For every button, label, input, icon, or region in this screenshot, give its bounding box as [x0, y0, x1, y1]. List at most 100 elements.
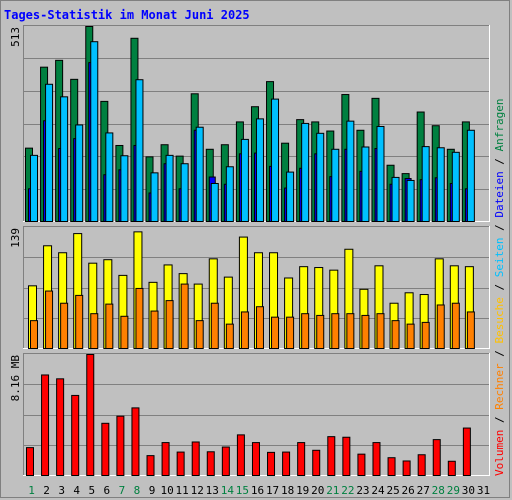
bar-rechner — [436, 304, 445, 350]
bar-seiten — [180, 163, 189, 223]
bar-seiten — [120, 155, 129, 222]
x-tick-label: 15 — [236, 484, 249, 497]
x-tick-label: 28 — [432, 484, 445, 497]
bar-rechner — [421, 321, 430, 349]
bar-seiten — [30, 154, 38, 222]
bar-volumen — [191, 441, 200, 476]
x-tick-label: 29 — [447, 484, 460, 497]
x-tick-label: 19 — [296, 484, 309, 497]
bar-volumen — [131, 407, 140, 476]
bar-volumen — [447, 460, 456, 477]
bar-rechner — [331, 313, 340, 350]
bar-seiten — [301, 122, 310, 222]
bar-rechner — [90, 313, 99, 350]
bar-rechner — [451, 302, 460, 350]
bar-volumen — [206, 451, 215, 476]
bar-seiten — [135, 79, 144, 223]
bar-rechner — [376, 313, 385, 350]
bar-volumen — [26, 447, 34, 477]
bar-seiten — [195, 126, 204, 222]
bar-rechner — [120, 315, 129, 350]
bar-seiten — [316, 132, 325, 222]
bar-seiten — [225, 166, 234, 222]
bar-volumen — [101, 422, 110, 477]
bar-seiten — [60, 96, 69, 222]
bar-volumen — [161, 442, 170, 476]
bar-volumen — [387, 457, 396, 476]
bar-volumen — [372, 442, 381, 476]
bar-rechner — [286, 316, 295, 349]
x-tick-label: 23 — [356, 484, 369, 497]
x-axis-labels: 1 2 3 4 5 6 7 8 9 10 11 12 13 14 15 16 17 18 19 20 21 22 23 24 2… — [28, 484, 490, 497]
bar-rechner — [150, 310, 159, 350]
bar-volumen — [432, 439, 441, 477]
panel-visits-panel — [23, 226, 490, 350]
legend-part: / — [493, 277, 506, 297]
bar-seiten — [436, 147, 445, 222]
bar-volumen — [176, 451, 185, 476]
legend-part: / — [493, 410, 506, 430]
x-tick-label: 18 — [281, 484, 294, 497]
x-tick-label: 27 — [417, 484, 430, 497]
bar-rechner — [45, 290, 54, 349]
legend-part: Anfragen — [493, 98, 506, 151]
panel-volume-panel — [23, 353, 490, 477]
legend-part: Besuche — [493, 297, 506, 343]
bar-rechner — [255, 306, 264, 349]
x-tick-label: 17 — [266, 484, 279, 497]
bar-rechner — [75, 294, 84, 350]
bar-rechner — [406, 323, 415, 349]
bar-rechner — [60, 302, 69, 350]
bar-volumen — [297, 442, 306, 476]
bar-rechner — [240, 311, 249, 349]
bar-rechner — [361, 314, 370, 350]
bar-seiten — [105, 132, 114, 223]
bar-seiten — [75, 124, 84, 222]
bar-seiten — [421, 146, 430, 222]
bar-rechner — [346, 313, 355, 350]
legend-part: Dateien — [493, 171, 506, 217]
bar-volumen — [71, 394, 80, 477]
x-tick-label: 12 — [191, 484, 204, 497]
bar-volumen — [56, 378, 65, 477]
bar-volumen — [282, 451, 291, 476]
bar-seiten — [210, 182, 219, 222]
x-tick-label: 7 — [119, 484, 126, 497]
x-tick-label: 30 — [462, 484, 475, 497]
x-tick-label: 10 — [160, 484, 173, 497]
panel-hits-files-pages-panel — [23, 25, 490, 223]
bar-volumen — [267, 451, 276, 476]
bar-seiten — [331, 148, 340, 222]
legend-part: Seiten — [493, 238, 506, 278]
x-tick-label: 22 — [341, 484, 354, 497]
bar-seiten — [376, 125, 385, 222]
bar-rechner — [301, 313, 310, 350]
bar-seiten — [255, 118, 264, 222]
bar-rechner — [391, 320, 400, 350]
bar-volumen — [221, 446, 230, 477]
bar-rechner — [195, 320, 204, 350]
bar-seiten — [90, 41, 99, 222]
x-tick-label: 5 — [88, 484, 95, 497]
bar-volumen — [402, 460, 411, 477]
x-tick-label: 25 — [386, 484, 399, 497]
bar-rechner — [135, 287, 144, 349]
bar-volumen — [146, 455, 155, 477]
bar-seiten — [391, 176, 400, 222]
x-tick-label: 24 — [371, 484, 385, 497]
x-tick-label: 2 — [43, 484, 50, 497]
x-tick-label: 6 — [104, 484, 111, 497]
bar-volumen — [236, 434, 245, 476]
x-tick-label: 26 — [402, 484, 415, 497]
volume-ymax-label: 8.16 MB — [9, 355, 22, 402]
x-tick-label: 13 — [206, 484, 219, 497]
panels — [23, 25, 490, 477]
bar-rechner — [165, 300, 174, 350]
bar-volumen — [462, 427, 471, 476]
x-tick-label: 1 — [28, 484, 35, 497]
bar-seiten — [361, 146, 370, 222]
bar-seiten — [240, 138, 249, 222]
x-tick-label: 14 — [221, 484, 235, 497]
